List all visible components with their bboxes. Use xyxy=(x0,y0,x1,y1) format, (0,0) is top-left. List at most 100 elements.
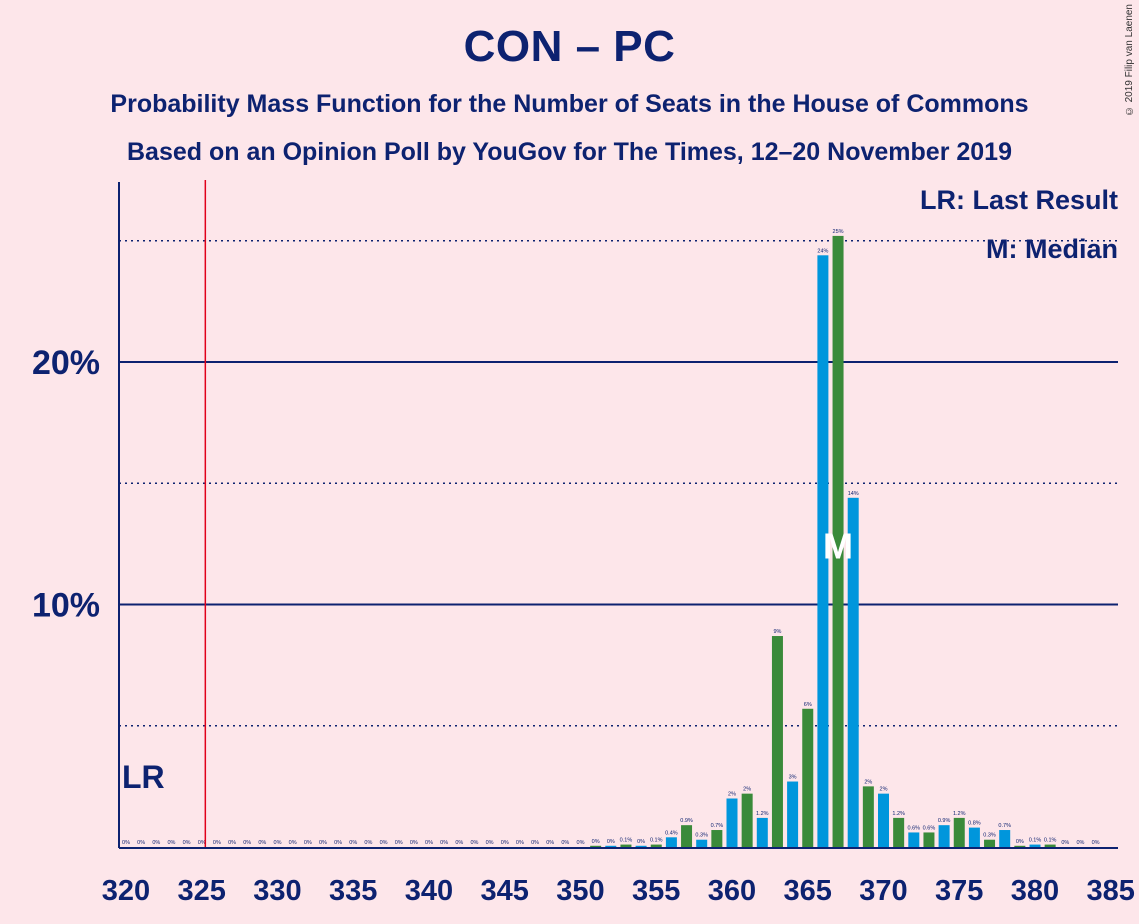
bar-value-label: 0% xyxy=(274,840,282,846)
chart-title: CON – PC xyxy=(463,22,676,71)
bar-value-label: 0.4% xyxy=(665,830,678,836)
median-marker: M xyxy=(823,525,853,566)
bar-value-label: 0.1% xyxy=(650,838,663,844)
bar xyxy=(726,798,738,847)
x-tick-label: 370 xyxy=(859,875,907,907)
bar xyxy=(787,781,799,847)
y-tick-label: 10% xyxy=(32,587,100,625)
bar-value-label: 0% xyxy=(440,840,448,846)
bar-value-label: 1.2% xyxy=(953,811,966,817)
x-tick-label: 345 xyxy=(481,875,529,907)
bar-value-label: 0% xyxy=(516,840,524,846)
last-result-label: LR xyxy=(122,759,165,795)
bar-value-label: 0% xyxy=(637,839,645,845)
bar xyxy=(650,844,662,847)
x-tick-label: 335 xyxy=(329,875,377,907)
bar-value-label: 0% xyxy=(152,840,160,846)
bar xyxy=(968,827,980,847)
bar-value-label: 1.2% xyxy=(756,811,769,817)
bar xyxy=(605,845,617,847)
bar xyxy=(635,845,647,847)
bar-value-label: 0% xyxy=(167,840,175,846)
bar-value-label: 25% xyxy=(833,229,844,235)
bar-labels: 0% 0% 0% 0% 0% 0% 0% 0% 0% 0% 0% 0% 0% 0% 0% 0% 0% 0% 0% 0%… xyxy=(122,229,1100,846)
bar-value-label: 0.9% xyxy=(938,818,951,824)
bar xyxy=(953,817,965,847)
bar xyxy=(1029,844,1041,847)
bar-value-label: 0% xyxy=(410,840,418,846)
bar-value-label: 0% xyxy=(258,840,266,846)
bar xyxy=(817,255,829,848)
y-tick-label: 20% xyxy=(32,344,100,382)
bar-value-label: 0.3% xyxy=(695,833,708,839)
bar xyxy=(741,793,753,847)
bar-value-label: 0% xyxy=(243,840,251,846)
bar xyxy=(862,786,874,847)
x-tick-label: 385 xyxy=(1087,875,1135,907)
bar-value-label: 0.1% xyxy=(1044,838,1057,844)
bar-value-label: 0.6% xyxy=(908,825,921,831)
bar-value-label: 0% xyxy=(349,840,357,846)
bar xyxy=(802,708,814,847)
bar-value-label: 0% xyxy=(183,840,191,846)
bar-value-label: 6% xyxy=(804,702,812,708)
bar-value-label: 0.3% xyxy=(983,833,996,839)
bar-value-label: 0.6% xyxy=(923,825,936,831)
bar xyxy=(696,839,708,847)
bar-value-label: 0.1% xyxy=(1029,838,1042,844)
bar-value-label: 0% xyxy=(592,839,600,845)
bar-value-label: 0% xyxy=(531,840,539,846)
bar-value-label: 0% xyxy=(395,840,403,846)
bar-value-label: 0% xyxy=(486,840,494,846)
bar xyxy=(847,497,859,847)
bar xyxy=(923,832,935,847)
bar xyxy=(832,235,844,847)
bar-value-label: 0% xyxy=(334,840,342,846)
bar-value-label: 1.2% xyxy=(892,811,905,817)
x-tick-label: 320 xyxy=(102,875,150,907)
bar-value-label: 0% xyxy=(319,840,327,846)
x-tick-label: 360 xyxy=(708,875,756,907)
bar-value-label: 0.7% xyxy=(998,823,1011,829)
bar-value-label: 0% xyxy=(470,840,478,846)
bar xyxy=(681,825,693,847)
bar xyxy=(620,844,632,847)
bar-value-label: 3% xyxy=(789,775,797,781)
x-tick-label: 355 xyxy=(632,875,680,907)
legend-last-result: LR: Last Result xyxy=(920,185,1118,215)
bar-value-label: 0.1% xyxy=(620,838,633,844)
x-tick-label: 330 xyxy=(253,875,301,907)
x-tick-label: 350 xyxy=(556,875,604,907)
bar-value-label: 0% xyxy=(1076,840,1084,846)
bar-value-label: 0% xyxy=(561,840,569,846)
bar-value-label: 0% xyxy=(380,840,388,846)
bar-value-label: 24% xyxy=(817,248,828,254)
bar-value-label: 0% xyxy=(607,839,615,845)
bar xyxy=(938,825,950,847)
chart-source: Based on an Opinion Poll by YouGov for T… xyxy=(127,138,1012,166)
bar xyxy=(771,636,783,847)
bar-value-label: 0.9% xyxy=(680,818,693,824)
x-tick-label: 365 xyxy=(784,875,832,907)
x-tick-label: 340 xyxy=(405,875,453,907)
bar-value-label: 0% xyxy=(213,840,221,846)
bar xyxy=(590,845,602,847)
bar-value-label: 0% xyxy=(122,840,130,846)
bars xyxy=(590,235,1056,848)
bar xyxy=(908,832,920,847)
bar xyxy=(1044,844,1056,847)
bar-value-label: 0% xyxy=(304,840,312,846)
bar-value-label: 0% xyxy=(228,840,236,846)
bar-value-label: 0% xyxy=(577,840,585,846)
bar-value-label: 0.7% xyxy=(711,823,724,829)
legend-median: M: Median xyxy=(986,234,1118,264)
bar xyxy=(665,837,677,847)
bar-value-label: 0% xyxy=(289,840,297,846)
axes: 10% 20% M 320 325 330 335 340 345 350 355 360 365 370… xyxy=(32,180,1135,907)
x-tick-label: 325 xyxy=(178,875,226,907)
bar xyxy=(756,817,768,847)
bar-value-label: 0% xyxy=(546,840,554,846)
legend: LR: Last Result M: Median xyxy=(920,185,1118,264)
bar xyxy=(893,817,905,847)
